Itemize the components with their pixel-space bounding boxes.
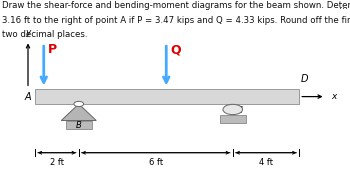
Bar bbox=[35, 89, 299, 104]
Bar bbox=[66, 121, 92, 129]
Circle shape bbox=[74, 101, 84, 107]
Text: C: C bbox=[236, 106, 242, 115]
Text: 3.16 ft to the right of point A if P = 3.47 kips and Q = 4.33 kips. Round off th: 3.16 ft to the right of point A if P = 3… bbox=[2, 16, 350, 25]
Text: 6 ft: 6 ft bbox=[149, 158, 163, 167]
Text: ...: ... bbox=[339, 1, 348, 11]
Text: 4 ft: 4 ft bbox=[259, 158, 273, 167]
Text: Draw the shear-force and bending-moment diagrams for the beam shown. Determine t: Draw the shear-force and bending-moment … bbox=[2, 1, 350, 10]
Text: y: y bbox=[25, 28, 31, 37]
Bar bbox=[220, 115, 246, 123]
Polygon shape bbox=[61, 104, 96, 121]
Text: Q: Q bbox=[170, 43, 181, 56]
Text: P: P bbox=[48, 43, 57, 56]
Text: B: B bbox=[76, 121, 82, 130]
Circle shape bbox=[223, 104, 243, 115]
Text: D: D bbox=[301, 74, 308, 84]
Text: two decimal places.: two decimal places. bbox=[2, 30, 87, 39]
Text: x: x bbox=[331, 92, 336, 101]
Text: A: A bbox=[25, 92, 32, 102]
Text: 2 ft: 2 ft bbox=[50, 158, 64, 167]
